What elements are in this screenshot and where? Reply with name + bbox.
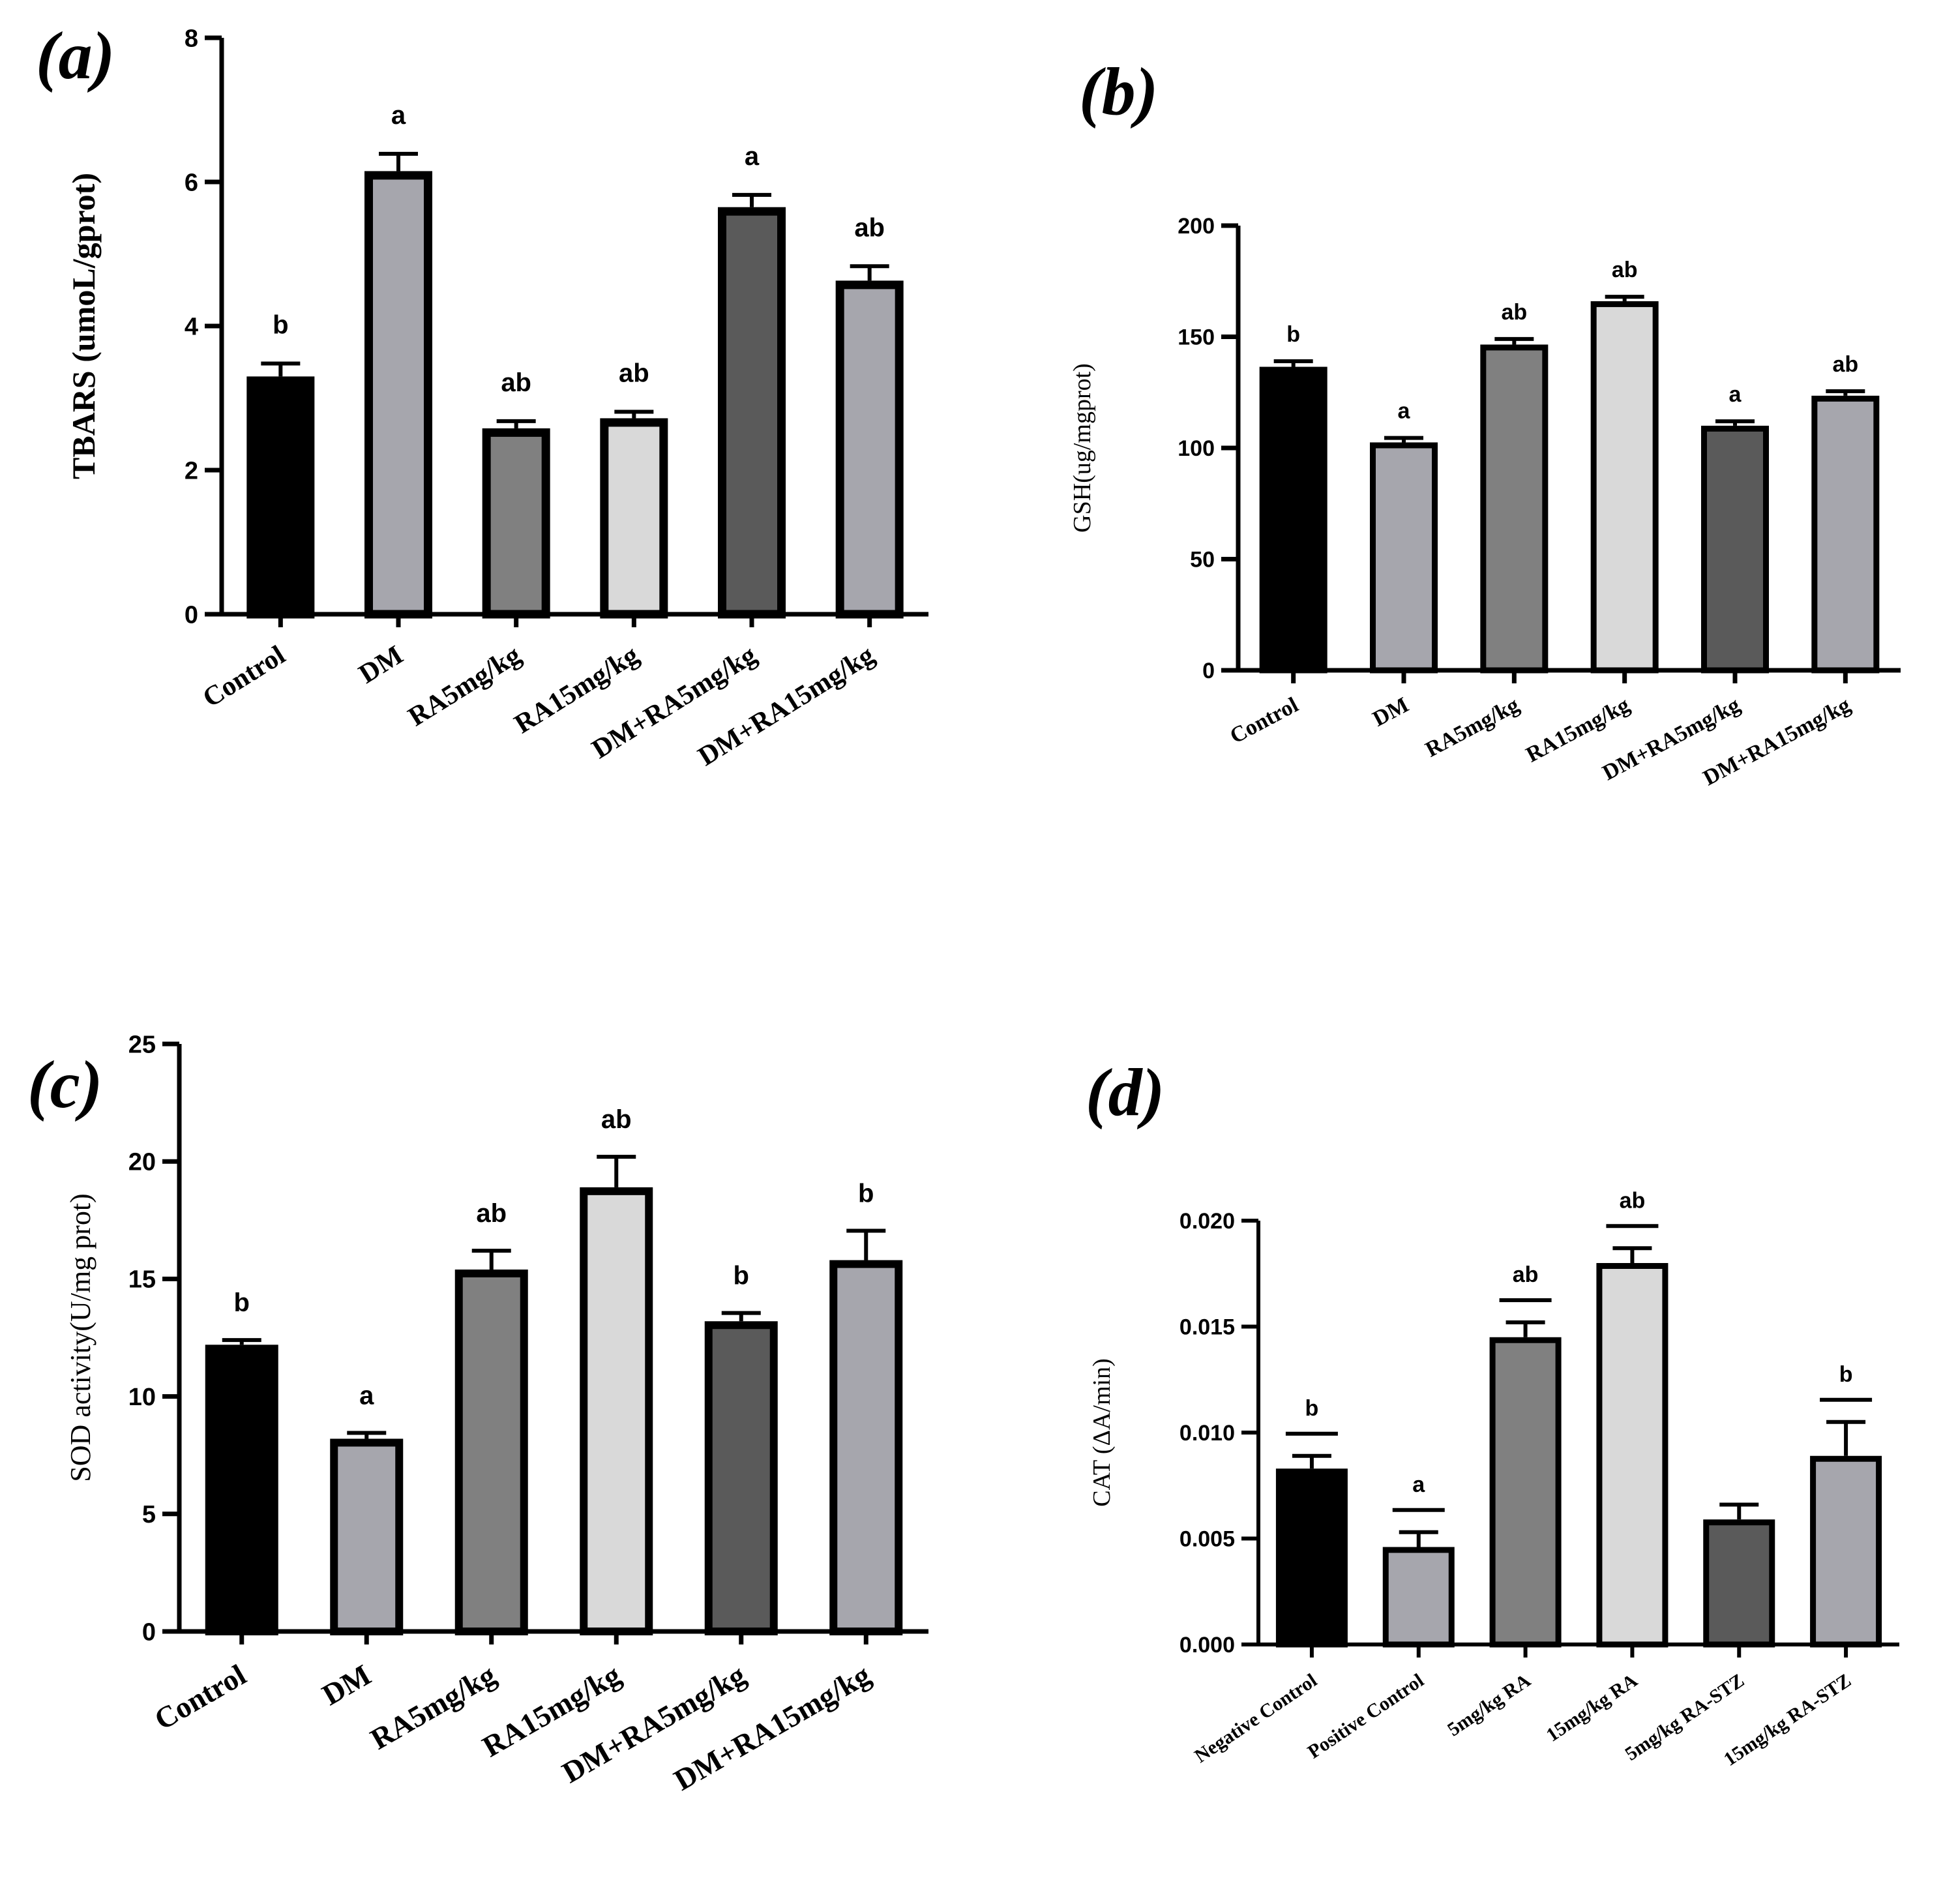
panel-letter: (c) <box>27 1047 102 1122</box>
bar <box>364 171 432 619</box>
significance-label: b <box>734 1262 749 1290</box>
significance-label: b <box>1286 322 1300 347</box>
y-tick-label: 20 <box>128 1149 156 1176</box>
bar <box>330 1438 404 1635</box>
y-tick-label: 150 <box>1178 325 1215 350</box>
chart-panel-c: (c)SOD activity(U/mg prot) bControlaDMabR… <box>27 1031 928 1797</box>
y-tick-label: 0.000 <box>1179 1633 1235 1658</box>
significance-label: b <box>234 1288 250 1317</box>
y-tick-label: 6 <box>185 169 198 196</box>
significance-label: ab <box>1620 1188 1646 1213</box>
y-tick-label: 100 <box>1178 436 1215 461</box>
category-label: 15mg/kg RA <box>1543 1669 1642 1746</box>
bar <box>1275 1468 1348 1648</box>
category-label: 5mg/kg RA <box>1444 1669 1535 1740</box>
y-axis-title: GSH(ug/mgprot) <box>1069 363 1096 533</box>
bar <box>246 376 315 619</box>
bar <box>704 1321 778 1635</box>
panel-letter: (b) <box>1079 54 1158 129</box>
panel-letter: (d) <box>1086 1055 1164 1130</box>
bar <box>835 280 904 619</box>
significance-label: a <box>1729 382 1742 407</box>
y-tick-label: 50 <box>1190 547 1215 572</box>
bar <box>600 418 668 619</box>
significance-label: ab <box>1513 1262 1539 1287</box>
significance-label: ab <box>1832 352 1858 377</box>
bar <box>1259 366 1328 674</box>
significance-label: ab <box>619 359 649 387</box>
bar <box>1370 442 1438 674</box>
y-tick-label: 15 <box>128 1266 156 1294</box>
bar <box>1590 301 1659 674</box>
y-tick-label: 0.005 <box>1179 1526 1235 1551</box>
bar <box>1596 1263 1669 1648</box>
category-label: Control <box>149 1658 252 1736</box>
bar <box>205 1345 278 1635</box>
significance-label: a <box>359 1381 374 1410</box>
category-label: DM <box>1369 692 1412 731</box>
category-label: DM <box>316 1658 376 1711</box>
chart-panel-d: (d) CAT (ΔA/min) b Negative Control a Positiv… <box>1086 1055 1899 1770</box>
category-label: Negative Control <box>1191 1669 1321 1767</box>
chart-panel-b: (b) GSH(ug/mgprot) b Control a DM ab RA5mg/kg ab… <box>1069 54 1901 790</box>
bar <box>1703 1519 1775 1648</box>
significance-label: b <box>858 1180 874 1208</box>
significance-label: b <box>1305 1396 1319 1421</box>
significance-label: ab <box>1501 300 1527 325</box>
y-tick-label: 8 <box>185 25 198 52</box>
panel-letter: (a) <box>36 18 115 93</box>
y-tick-label: 0.010 <box>1179 1421 1235 1446</box>
significance-label: a <box>1412 1472 1425 1497</box>
y-tick-label: 0 <box>142 1618 156 1646</box>
bar <box>1480 344 1549 674</box>
bar <box>1701 425 1769 674</box>
bar <box>1810 1455 1882 1648</box>
y-axis-title: CAT (ΔA/min) <box>1088 1358 1116 1506</box>
y-tick-label: 25 <box>128 1031 156 1058</box>
category-label: RA5mg/kg <box>1421 692 1523 762</box>
significance-label: ab <box>601 1105 632 1134</box>
category-label: RA5mg/kg <box>403 640 526 732</box>
bar <box>1811 395 1880 674</box>
y-tick-label: 0.020 <box>1179 1209 1235 1234</box>
significance-label: a <box>1398 399 1411 424</box>
category-label: DM <box>354 640 409 689</box>
chart-panel-a: (a) TBARS (umoL/gprot) b Control a DM ab RA5mg/… <box>36 18 928 772</box>
bar <box>1489 1337 1562 1648</box>
significance-label: ab <box>501 368 531 397</box>
bar <box>482 428 550 619</box>
y-tick-label: 10 <box>128 1384 156 1411</box>
significance-label: ab <box>854 213 885 242</box>
y-tick-label: 4 <box>185 313 198 340</box>
significance-label: a <box>391 101 406 130</box>
bar <box>718 207 786 619</box>
significance-label: ab <box>1612 258 1638 282</box>
bar <box>454 1269 528 1635</box>
category-label: Positive Control <box>1304 1669 1428 1763</box>
y-tick-label: 5 <box>142 1501 156 1528</box>
category-label: Control <box>198 640 290 713</box>
bar <box>580 1187 653 1635</box>
bar <box>1382 1547 1455 1648</box>
category-label: Control <box>1226 692 1303 749</box>
y-tick-label: 0.015 <box>1179 1315 1235 1339</box>
y-axis-title: SOD activity(U/mg prot) <box>65 1193 96 1481</box>
significance-label: b <box>1839 1362 1853 1387</box>
significance-label: b <box>273 310 288 339</box>
significance-label: a <box>745 142 760 171</box>
y-tick-label: 0 <box>1202 659 1215 683</box>
y-tick-label: 200 <box>1178 214 1215 239</box>
y-axis-title: TBARS (umoL/gprot) <box>65 173 102 479</box>
y-tick-label: 2 <box>185 457 198 484</box>
y-tick-label: 0 <box>185 601 198 629</box>
bar <box>829 1260 903 1635</box>
significance-label: ab <box>476 1199 507 1228</box>
